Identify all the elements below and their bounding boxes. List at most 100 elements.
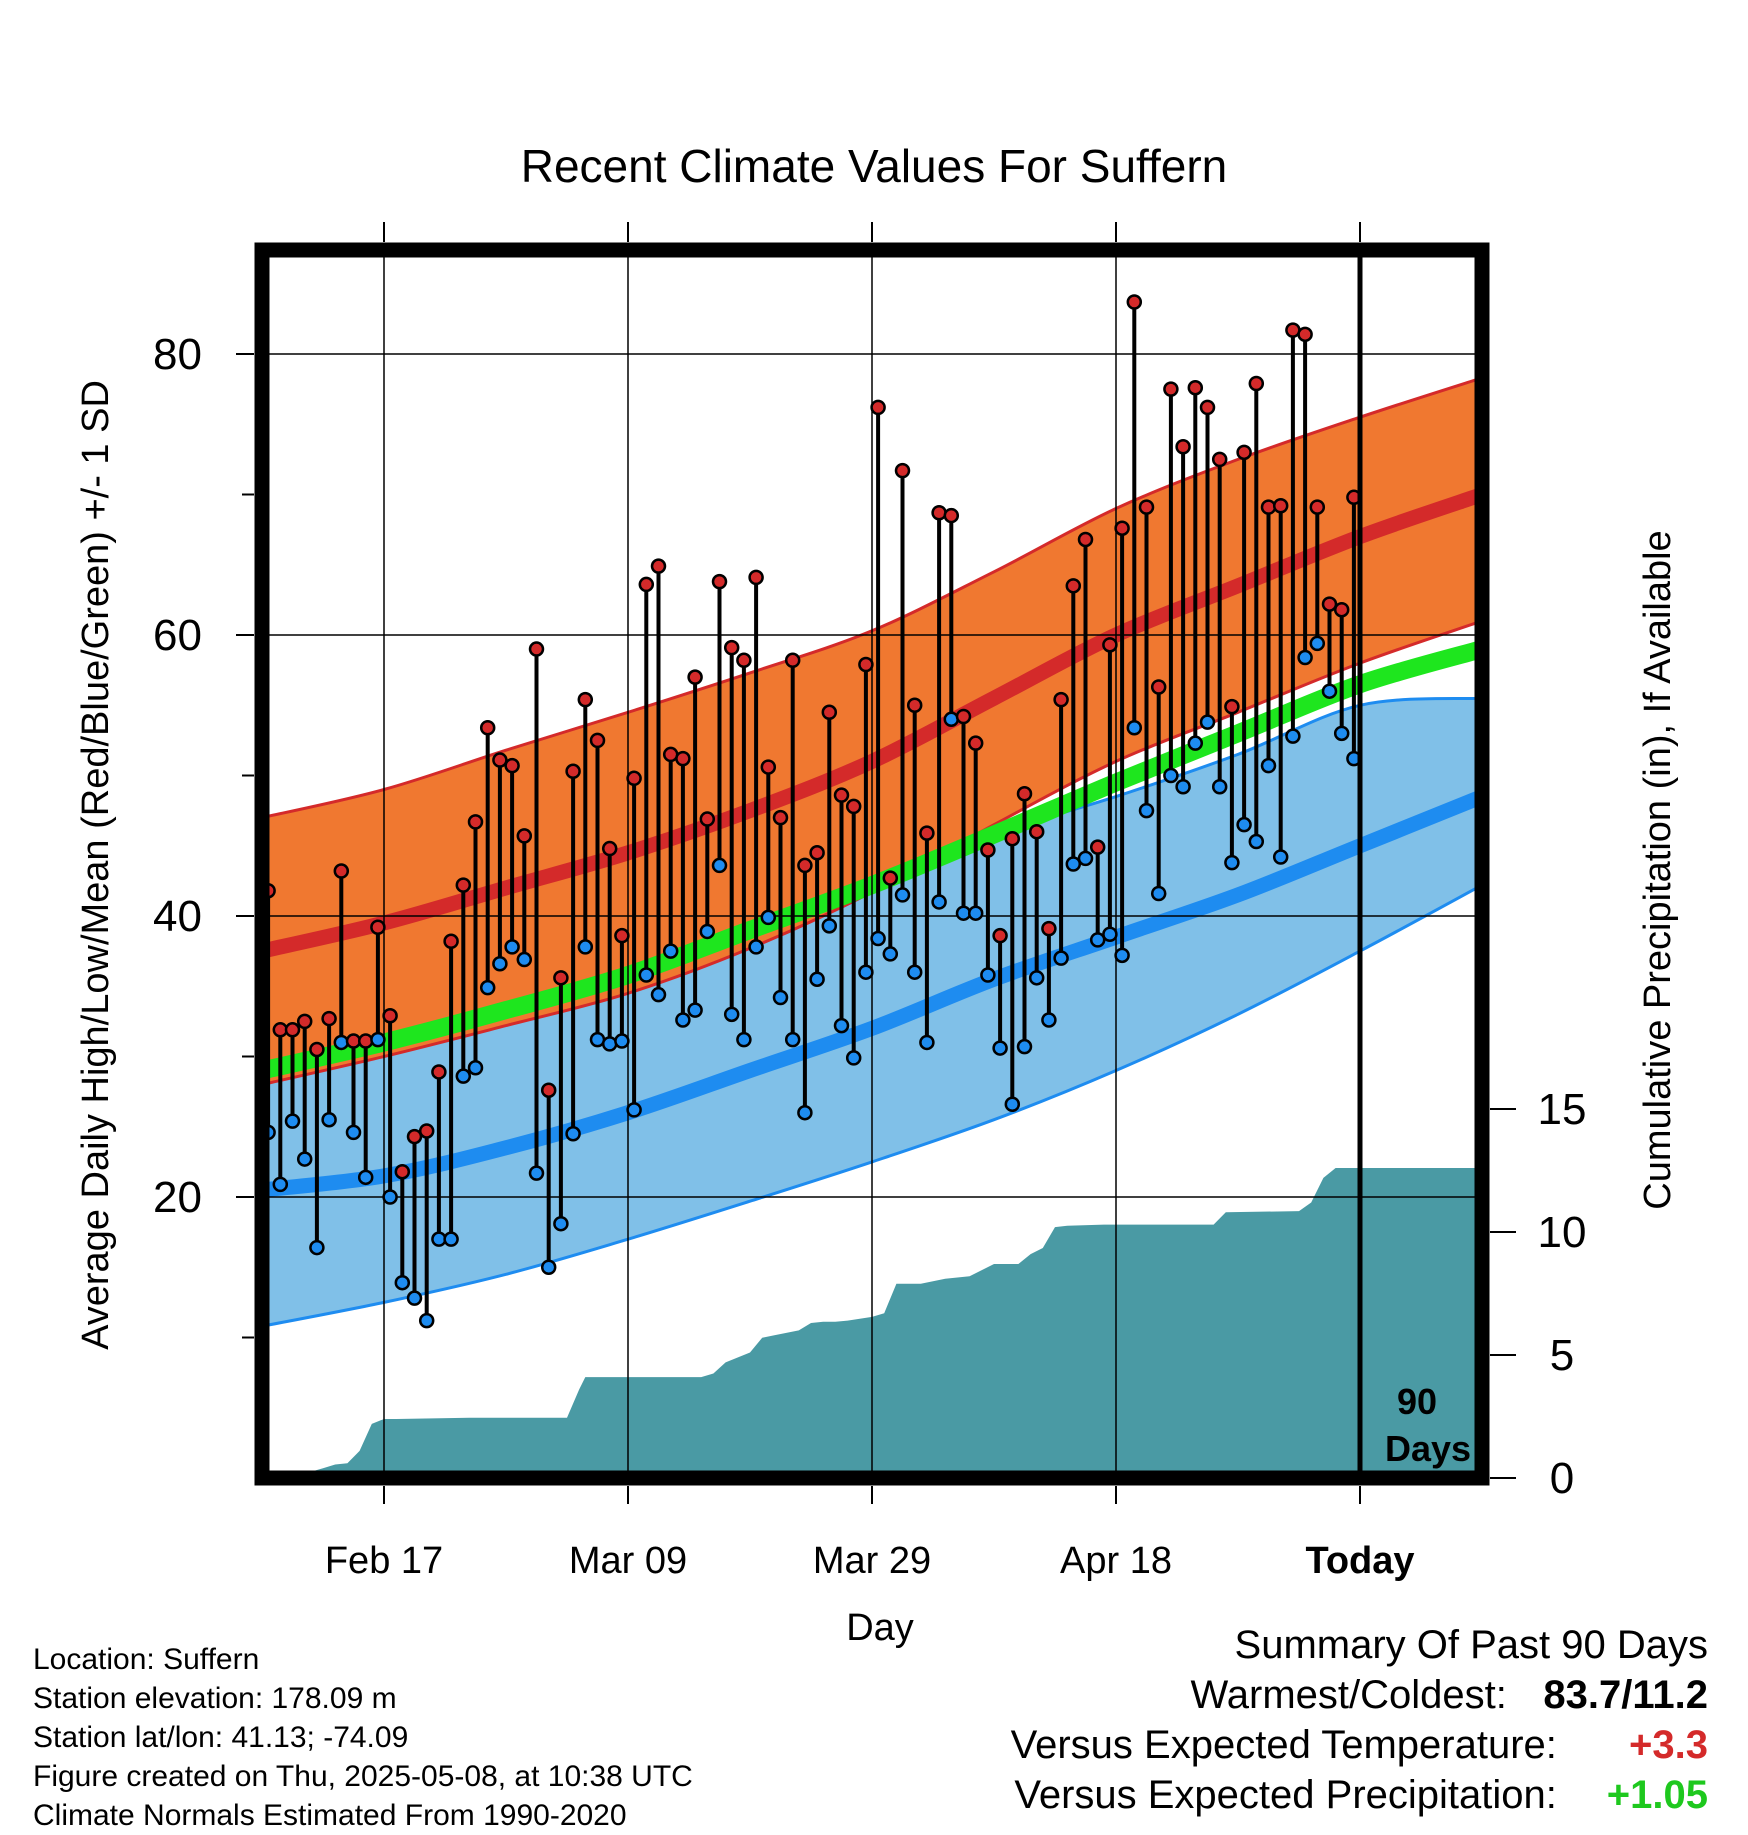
daily-low-point	[1333, 725, 1350, 742]
daily-low-point	[699, 923, 716, 940]
daily-low-point	[980, 967, 996, 983]
daily-high-point	[858, 656, 874, 673]
daily-low-point	[1236, 816, 1252, 833]
x-tick-label: Today	[1305, 1540, 1414, 1582]
daily-low-point	[809, 971, 825, 987]
warmest-coldest-value: 83.7/11.2	[1543, 1673, 1708, 1717]
daily-high-point	[1260, 499, 1277, 515]
daily-high-point	[357, 1033, 374, 1049]
daily-high-point	[1248, 375, 1265, 392]
daily-high-point	[723, 639, 740, 656]
daily-low-point	[784, 1031, 801, 1048]
daily-high-point	[821, 704, 838, 721]
axes-layer: Feb 17 Mar 09 Mar 29 Apr 18 Today 20 40 60 80 0 5 1…	[153, 222, 1586, 1582]
daily-high-point	[370, 919, 386, 935]
daily-high-point	[1114, 520, 1130, 536]
daily-low-point	[553, 1215, 569, 1232]
daily-low-point	[382, 1189, 398, 1205]
daily-low-point	[296, 1151, 313, 1167]
daily-low-point	[1150, 885, 1167, 902]
daily-low-point	[1016, 1038, 1033, 1055]
today-period-label-line2: Days	[1385, 1428, 1471, 1469]
daily-high-point	[492, 752, 508, 768]
daily-high-point	[321, 1010, 337, 1027]
daily-high-point	[906, 697, 923, 713]
daily-high-point	[333, 863, 350, 879]
precip-value: +1.05	[1606, 1773, 1708, 1817]
daily-low-point	[1309, 635, 1326, 652]
x-tick-label: Feb 17	[325, 1540, 443, 1582]
latlon-text: Station lat/lon: 41.13; -74.09	[33, 1721, 409, 1754]
daily-low-point	[1187, 735, 1204, 751]
daily-low-point	[1053, 950, 1069, 966]
daily-high-point	[870, 399, 886, 416]
daily-high-point	[1028, 823, 1045, 840]
precip-label: Versus Expected Precipitation:	[1014, 1773, 1557, 1817]
daily-low-point	[345, 1124, 362, 1141]
daily-high-point	[1199, 399, 1216, 416]
daily-high-point	[431, 1064, 447, 1080]
daily-low-point	[370, 1031, 386, 1048]
daily-low-point	[614, 1033, 630, 1049]
daily-high-point	[797, 857, 813, 874]
daily-high-point	[540, 1082, 557, 1098]
daily-low-point	[992, 1040, 1008, 1056]
daily-high-point	[772, 809, 789, 826]
daily-low-point	[723, 1006, 740, 1023]
daily-low-point	[894, 887, 911, 903]
daily-high-point	[748, 569, 764, 586]
daily-low-point	[1199, 714, 1216, 730]
daily-low-point	[1089, 932, 1106, 948]
daily-low-point	[1102, 926, 1118, 943]
daily-low-point	[736, 1031, 752, 1048]
daily-high-point	[1041, 920, 1057, 937]
daily-values-layer	[260, 294, 1362, 1329]
daily-low-point	[601, 1036, 618, 1052]
daily-high-point	[1102, 637, 1118, 653]
daily-high-point	[1126, 294, 1143, 310]
daily-high-point	[980, 842, 996, 858]
temp-value: +3.3	[1629, 1723, 1708, 1767]
daily-high-point	[919, 825, 935, 841]
daily-high-point	[882, 870, 899, 886]
daily-low-point	[394, 1274, 411, 1291]
warmest-coldest-label: Warmest/Coldest:	[1190, 1673, 1507, 1717]
summary-panel: Summary Of Past 90 Days Warmest/Coldest:…	[1011, 1620, 1708, 1820]
summary-temp: Versus Expected Temperature: +3.3	[1011, 1720, 1708, 1770]
daily-low-point	[418, 1312, 435, 1329]
summary-heading: Summary Of Past 90 Days	[1234, 1623, 1708, 1667]
daily-high-point	[565, 763, 581, 780]
daily-low-point	[1065, 856, 1082, 872]
daily-low-point	[455, 1068, 472, 1084]
daily-high-point	[955, 708, 972, 725]
daily-low-point	[760, 909, 777, 926]
daily-high-point	[479, 719, 496, 736]
daily-high-point	[296, 1013, 313, 1030]
daily-high-point	[992, 927, 1008, 944]
daily-low-point	[577, 939, 594, 955]
daily-low-point	[540, 1259, 557, 1275]
daily-high-point	[1053, 691, 1069, 708]
daily-low-point	[906, 964, 923, 980]
daily-high-point	[967, 735, 984, 751]
y2-tick-label: 0	[1550, 1454, 1574, 1503]
daily-high-point	[443, 933, 459, 950]
x-tick-label: Mar 29	[813, 1540, 931, 1582]
daily-low-point	[943, 711, 960, 728]
daily-low-point	[321, 1111, 337, 1128]
daily-low-point	[284, 1113, 301, 1129]
daily-low-point	[1028, 970, 1045, 986]
daily-high-point	[1187, 379, 1204, 396]
daily-high-point	[784, 652, 801, 669]
daily-low-point	[931, 894, 947, 910]
daily-low-point	[626, 1102, 642, 1118]
daily-low-point	[1004, 1096, 1021, 1113]
x-tick-label: Mar 09	[569, 1540, 687, 1582]
daily-low-point	[467, 1059, 484, 1076]
daily-low-point	[821, 918, 838, 934]
x-axis-label: Day	[846, 1607, 914, 1649]
daily-low-point	[1041, 1012, 1057, 1028]
daily-high-point	[1309, 499, 1326, 515]
daily-low-point	[443, 1231, 459, 1247]
daily-low-point	[479, 979, 496, 996]
